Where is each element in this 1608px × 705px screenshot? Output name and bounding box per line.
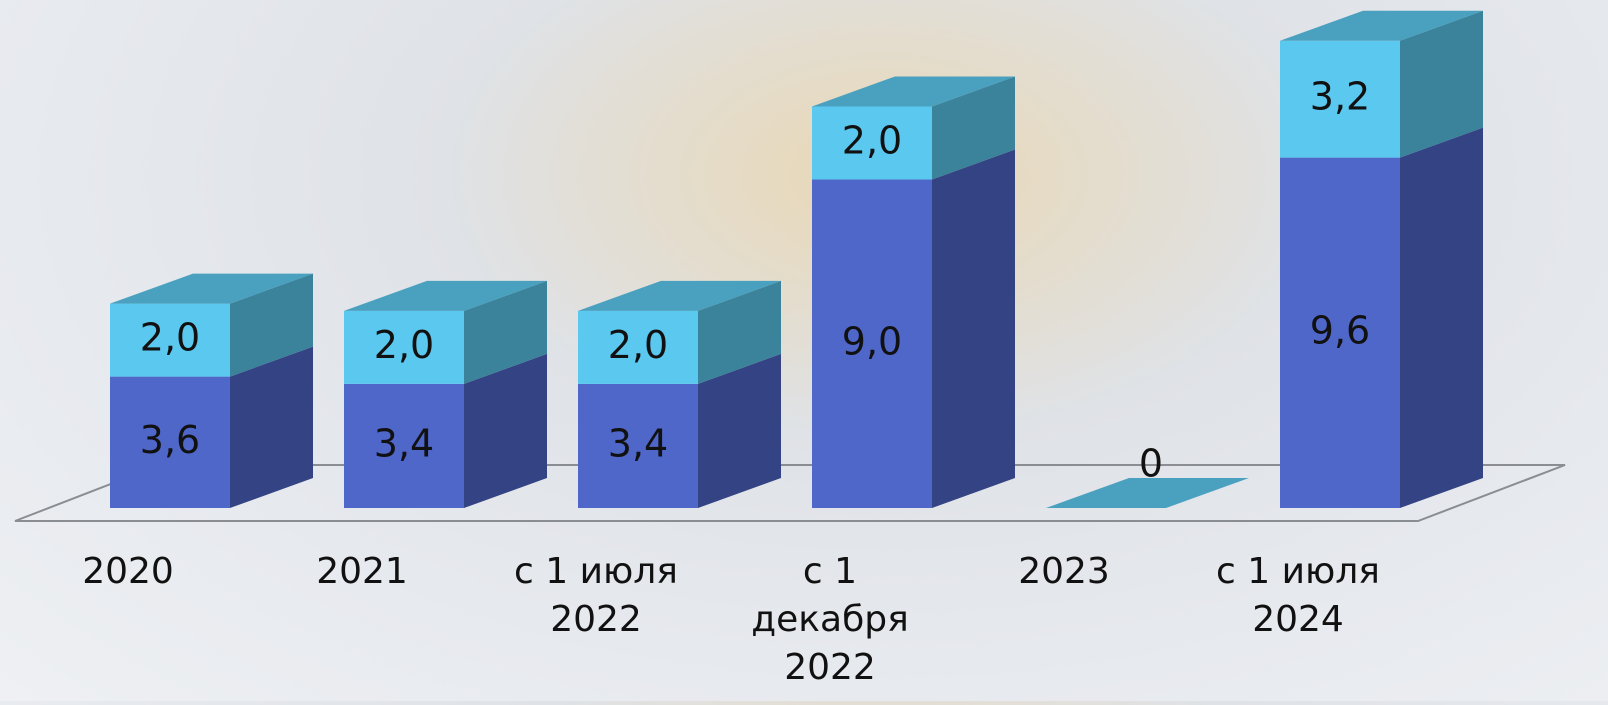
value-label: 2,0 (140, 316, 200, 360)
page: 3,62,03,42,03,42,09,02,009,63,2 20202021… (0, 0, 1608, 701)
value-label: 3,4 (374, 421, 434, 465)
bar-side (1400, 128, 1483, 508)
x-tick-label: 2023 (944, 548, 1184, 596)
x-tick-label: 2020 (8, 548, 248, 596)
value-label: 3,2 (1310, 75, 1370, 119)
x-tick-label: с 1 декабря 2022 (710, 548, 950, 692)
value-label: 3,4 (608, 421, 668, 465)
value-label: 9,6 (1310, 308, 1370, 352)
value-label: 3,6 (140, 418, 200, 462)
x-tick-label: 2021 (242, 548, 482, 596)
chart: 3,62,03,42,03,42,09,02,009,63,2 20202021… (0, 0, 1608, 705)
bar-side (932, 150, 1015, 509)
value-label: 2,0 (608, 323, 668, 367)
x-tick-label: с 1 июля 2022 (476, 548, 716, 644)
value-label: 2,0 (374, 323, 434, 367)
value-label: 9,0 (842, 319, 902, 363)
x-tick-label: с 1 июля 2024 (1178, 548, 1418, 644)
value-label: 2,0 (842, 119, 902, 163)
bar-top (1046, 478, 1249, 508)
